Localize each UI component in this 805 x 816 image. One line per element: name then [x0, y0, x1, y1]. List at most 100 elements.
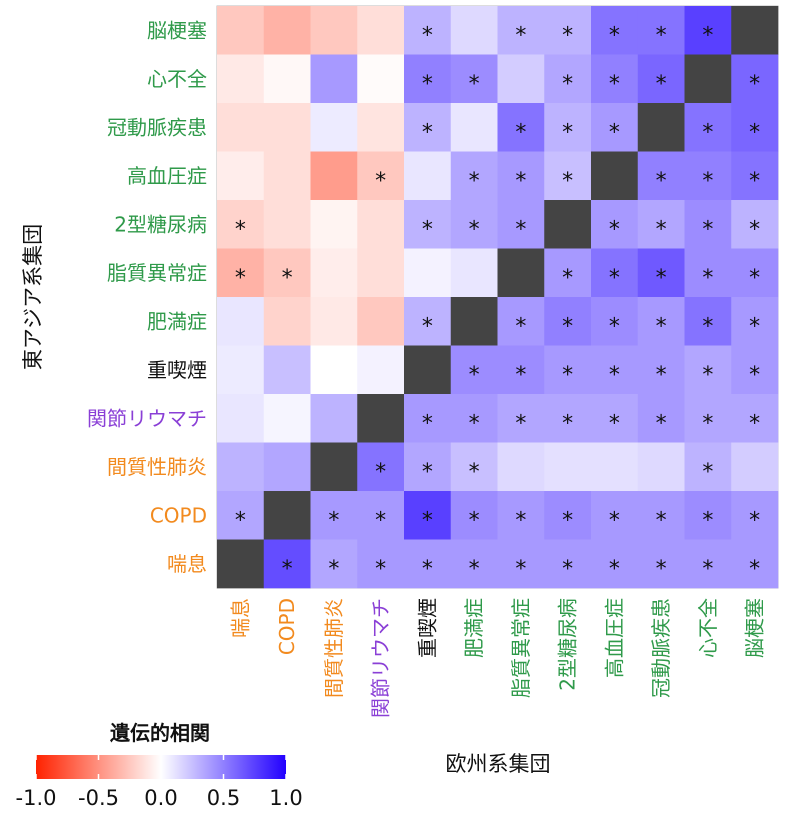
significance-star: * [515, 23, 526, 48]
significance-star: * [562, 411, 573, 436]
diagonal-cell [544, 200, 592, 249]
heatmap-cell [684, 539, 732, 589]
significance-star: * [515, 557, 526, 582]
heatmap-cell [217, 54, 265, 104]
heatmap-cell [357, 539, 405, 589]
heatmap-cell [591, 442, 639, 492]
significance-star: * [375, 169, 386, 194]
significance-star: * [656, 217, 667, 242]
heatmap-cell [731, 539, 779, 589]
significance-star: * [702, 557, 713, 582]
heatmap-cell [731, 54, 779, 104]
heatmap-cell [357, 345, 405, 395]
heatmap-cell [637, 539, 685, 589]
significance-star: * [702, 460, 713, 485]
significance-star: * [749, 217, 760, 242]
significance-star: * [656, 557, 667, 582]
significance-star: * [422, 508, 433, 533]
significance-star: * [328, 557, 339, 582]
heatmap-cell [497, 345, 545, 395]
heatmap-cell [591, 103, 639, 152]
diagonal-cell [217, 539, 265, 589]
heatmap-cell [357, 54, 405, 104]
significance-star: * [749, 363, 760, 388]
heatmap-cell [450, 539, 498, 589]
y-tick-label: 高血圧症 [127, 164, 207, 188]
y-tick-label: 脳梗塞 [147, 18, 207, 42]
heatmap-cell [497, 151, 545, 201]
heatmap-cell [591, 345, 639, 395]
heatmap-cell [404, 491, 452, 540]
significance-star: * [749, 72, 760, 97]
diagonal-cell [637, 103, 685, 152]
significance-star: * [328, 508, 339, 533]
heatmap-cell [497, 200, 545, 249]
significance-star: * [515, 508, 526, 533]
heatmap-cell [404, 200, 452, 249]
significance-star: * [469, 217, 480, 242]
significance-star: * [469, 72, 480, 97]
significance-star: * [702, 266, 713, 291]
significance-star: * [609, 411, 620, 436]
significance-star: * [422, 314, 433, 339]
x-axis-title: 欧州系集団 [446, 752, 551, 776]
x-tick-label: 高血圧症 [602, 598, 626, 678]
y-tick-label: 喘息 [167, 552, 207, 576]
heatmap-cell [591, 539, 639, 589]
significance-star: * [282, 266, 293, 291]
heatmap-cell [263, 297, 311, 346]
significance-star: * [749, 411, 760, 436]
legend-tick-label: -0.5 [78, 786, 119, 810]
heatmap-cell [450, 248, 498, 298]
heatmap-cell [450, 345, 498, 395]
heatmap-cell [263, 200, 311, 249]
heatmap-cell [497, 394, 545, 443]
legend-ticks: -1.0 -0.5 0.0 0.5 1.0 [16, 755, 303, 810]
x-tick-label: 肥満症 [462, 598, 486, 658]
heatmap-cell [357, 103, 405, 152]
heatmap-cell [731, 200, 779, 249]
significance-star: * [609, 557, 620, 582]
significance-star: * [749, 169, 760, 194]
significance-star: * [656, 266, 667, 291]
heatmap-cell [637, 151, 685, 201]
significance-star: * [609, 508, 620, 533]
heatmap-cell [637, 442, 685, 492]
diagonal-cell [684, 54, 732, 104]
significance-star: * [562, 72, 573, 97]
heatmap-cell [310, 394, 358, 443]
significance-star: * [422, 460, 433, 485]
y-tick-label: 脂質異常症 [107, 261, 207, 285]
x-tick-label: 脂質異常症 [509, 598, 533, 698]
heatmap-cell [544, 6, 592, 55]
significance-star: * [375, 508, 386, 533]
heatmap-cell [357, 297, 405, 346]
heatmap-cell [263, 442, 311, 492]
significance-star: * [515, 314, 526, 339]
heatmap-cell [263, 6, 311, 55]
heatmap-cell [544, 394, 592, 443]
heatmap-cell [497, 54, 545, 104]
heatmap-cell [404, 539, 452, 589]
significance-star: * [749, 508, 760, 533]
significance-star: * [609, 363, 620, 388]
significance-star: * [469, 363, 480, 388]
heatmap-cell [450, 394, 498, 443]
significance-star: * [515, 120, 526, 145]
heatmap-cell [591, 297, 639, 346]
heatmap-cell [497, 539, 545, 589]
heatmap-cell [310, 248, 358, 298]
legend-title: 遺伝的相関 [110, 721, 210, 745]
heatmap-cell [591, 6, 639, 55]
heatmap-cell [263, 539, 311, 589]
heatmap-cell [731, 394, 779, 443]
significance-star: * [702, 217, 713, 242]
heatmap-cell [544, 539, 592, 589]
heatmap-cell [637, 297, 685, 346]
significance-star: * [702, 508, 713, 533]
heatmap-cell [217, 151, 265, 201]
heatmap-cell [497, 442, 545, 492]
heatmap-cell [310, 345, 358, 395]
heatmap-cell [310, 297, 358, 346]
x-tick-label: 重喫煙 [415, 598, 439, 658]
